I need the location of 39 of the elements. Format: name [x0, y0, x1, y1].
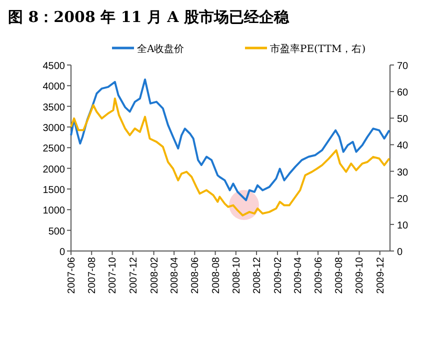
x-tick-label: 2009-02	[272, 256, 284, 294]
x-tick-label: 2008-12	[252, 256, 264, 294]
x-tick-label: 2007-12	[128, 256, 140, 294]
y2-tick-label: 20	[397, 194, 409, 205]
x-tick-label: 2008-04	[170, 256, 181, 294]
x-tick-label: 2008-08	[210, 256, 222, 294]
y2-tick-label: 10	[397, 220, 409, 232]
y2-tick-label: 0	[397, 247, 403, 258]
x-tick-label: 2008-06	[190, 256, 202, 294]
line-series	[70, 78, 390, 202]
y-tick-label: 0	[59, 247, 66, 258]
x-tick-label: 2009-04	[292, 256, 304, 294]
y-tick-label: 3500	[42, 102, 66, 114]
y-tick-label: 2500	[42, 144, 66, 155]
legend-label: 全A收盘价	[137, 43, 184, 55]
y2-tick-label: 60	[397, 88, 409, 99]
y2-tick-label: 30	[397, 167, 409, 178]
y-tick-label: 2000	[42, 164, 66, 176]
y2-tick-label: 40	[397, 140, 409, 152]
y2-tick-label: 70	[397, 61, 409, 72]
x-tick-label: 2007-10	[108, 256, 119, 294]
y2-tick-label: 50	[397, 114, 409, 126]
x-tick-label: 2007-06	[66, 256, 78, 294]
y-tick-label: 500	[48, 226, 66, 238]
x-tick-label: 2008-10	[231, 256, 242, 294]
y-tick-label: 4500	[42, 61, 66, 72]
y-tick-label: 3000	[42, 123, 66, 134]
x-tick-label: 2007-08	[87, 256, 98, 294]
x-tick-label: 2009-06	[314, 256, 325, 294]
legend-label: 市盈率PE(TTM，右)	[270, 43, 366, 55]
y-tick-label: 1000	[42, 206, 66, 217]
chart-title: 图 8：2008 年 11 月 A 股市场已经企稳	[8, 8, 290, 26]
x-tick-label: 2009-10	[354, 256, 366, 294]
y-tick-label: 4000	[42, 82, 66, 93]
y-tick-label: 1500	[42, 185, 66, 196]
x-tick-label: 2008-02	[149, 256, 160, 294]
x-tick-label: 2009-08	[334, 256, 346, 294]
line-series	[70, 97, 390, 216]
x-tick-label: 2009-12	[375, 256, 386, 294]
